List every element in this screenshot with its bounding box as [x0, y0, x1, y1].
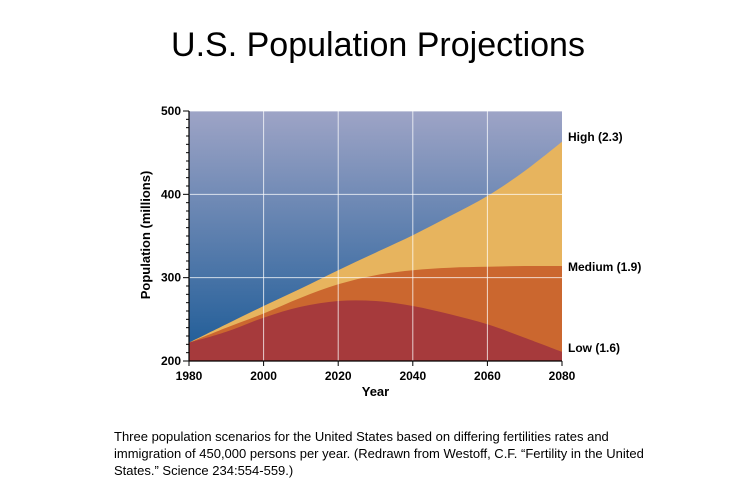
y-tick-label-400: 400	[161, 187, 181, 201]
y-tick-label-200: 200	[161, 354, 181, 368]
x-axis-title: Year	[362, 384, 389, 399]
x-tick-label-2000: 2000	[250, 369, 277, 383]
figure-caption: Three population scenarios for the Unite…	[114, 429, 644, 478]
x-tick-label-2080: 2080	[549, 369, 576, 383]
y-tick-label-500: 500	[161, 104, 181, 118]
y-axis-title: Population (millions)	[138, 171, 153, 300]
y-tick-label-300: 300	[161, 271, 181, 285]
x-tick-label-1980: 1980	[176, 369, 203, 383]
series-label-high: High (2.3)	[568, 130, 623, 144]
x-tick-label-2040: 2040	[399, 369, 426, 383]
area-low	[189, 300, 562, 361]
series-label-low: Low (1.6)	[568, 341, 620, 355]
slide-title: U.S. Population Projections	[171, 26, 585, 64]
x-tick-label-2020: 2020	[325, 369, 352, 383]
population-chart: 1980 2000 2020 2040 2060 2080 200 300 400 500 Yea…	[138, 104, 641, 399]
x-tick-label-2060: 2060	[474, 369, 501, 383]
series-label-medium: Medium (1.9)	[568, 260, 641, 274]
